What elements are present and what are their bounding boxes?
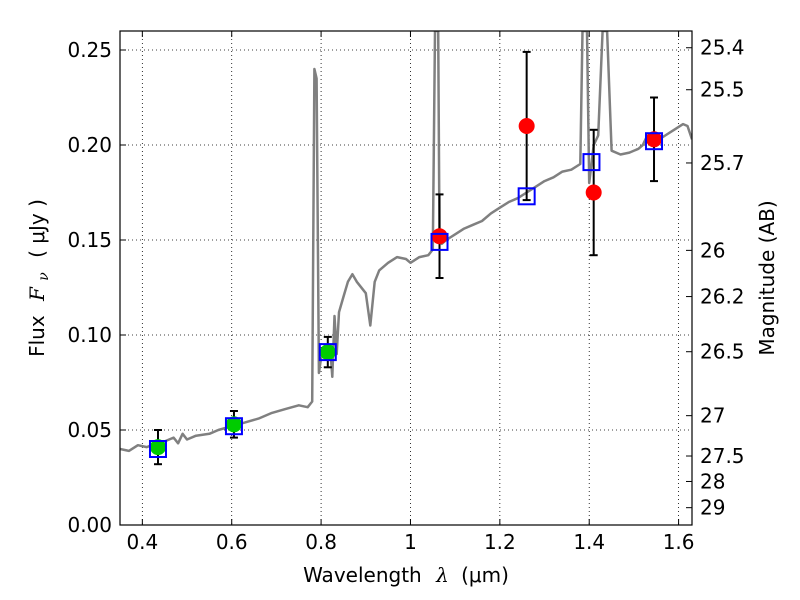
model-box-marker [582,153,601,172]
y-axis-title-unit: ( μJy ) [25,199,49,258]
red-point-marker [431,228,448,245]
y-axis-title-sub: ν [36,272,52,281]
x-axis-title-text: Wavelength [303,563,422,587]
mag-tick-label: 29 [700,496,725,520]
mag-tick-label: 25.7 [700,151,745,175]
y2-axis-title: Magnitude (AB) [755,200,779,355]
y-axis-title-symbol: F [25,286,49,302]
mag-tick-label: 27.5 [700,444,745,468]
x-axis-title-unit: (μm) [461,563,509,587]
x-tick-label: 1.6 [663,530,695,554]
green-point-marker [319,344,336,361]
x-axis-title-symbol: λ [435,563,449,587]
model-box-marker [148,440,167,458]
mag-tick-label: 25.4 [700,36,745,60]
grid [120,31,692,526]
mag-tick-label: 27 [700,404,725,428]
y-tick-label: 0.05 [67,418,112,442]
red-point-marker [585,184,602,201]
model-box-marker [318,343,337,362]
model-box-marker [645,132,664,151]
y-tick-label: 0.10 [67,323,112,347]
model-box-marker [224,417,243,436]
x-tick-label: 0.4 [126,530,158,554]
photometry-points [148,50,664,466]
x-tick-label: 1.4 [573,530,605,554]
x-tick-label: 1 [404,530,417,554]
y-tick-label: 0.25 [67,38,112,62]
plot-frame [119,30,693,526]
axis-ticks: 0.4 0.6 0.8 1 1.2 1.4 1.6 0.00 0.05 0.10 0.15 0.20 0… [67,31,745,554]
y-tick-label: 0.15 [67,228,112,252]
spectrum-series [120,31,692,453]
spectrum-line [120,31,692,453]
y-axis-title-text: Flux [25,315,49,357]
model-box-marker [430,232,449,251]
x-tick-label: 1.2 [484,530,516,554]
x-tick-label: 0.8 [305,530,337,554]
mag-tick-label: 28 [700,469,725,493]
mag-tick-label: 25.5 [700,78,745,102]
y-axis-title: Flux F ν ( μJy ) [25,199,53,357]
mag-tick-label: 26.2 [700,285,745,309]
x-axis-title: Wavelength λ (μm) [303,563,509,587]
mag-tick-label: 26 [700,238,725,262]
mag-tick-label: 26.5 [700,340,745,364]
red-point-marker [518,118,535,134]
model-box-marker [517,187,536,206]
x-tick-label: 0.6 [216,530,248,554]
y-tick-label: 0.00 [67,513,112,537]
y-tick-label: 0.20 [67,133,112,157]
